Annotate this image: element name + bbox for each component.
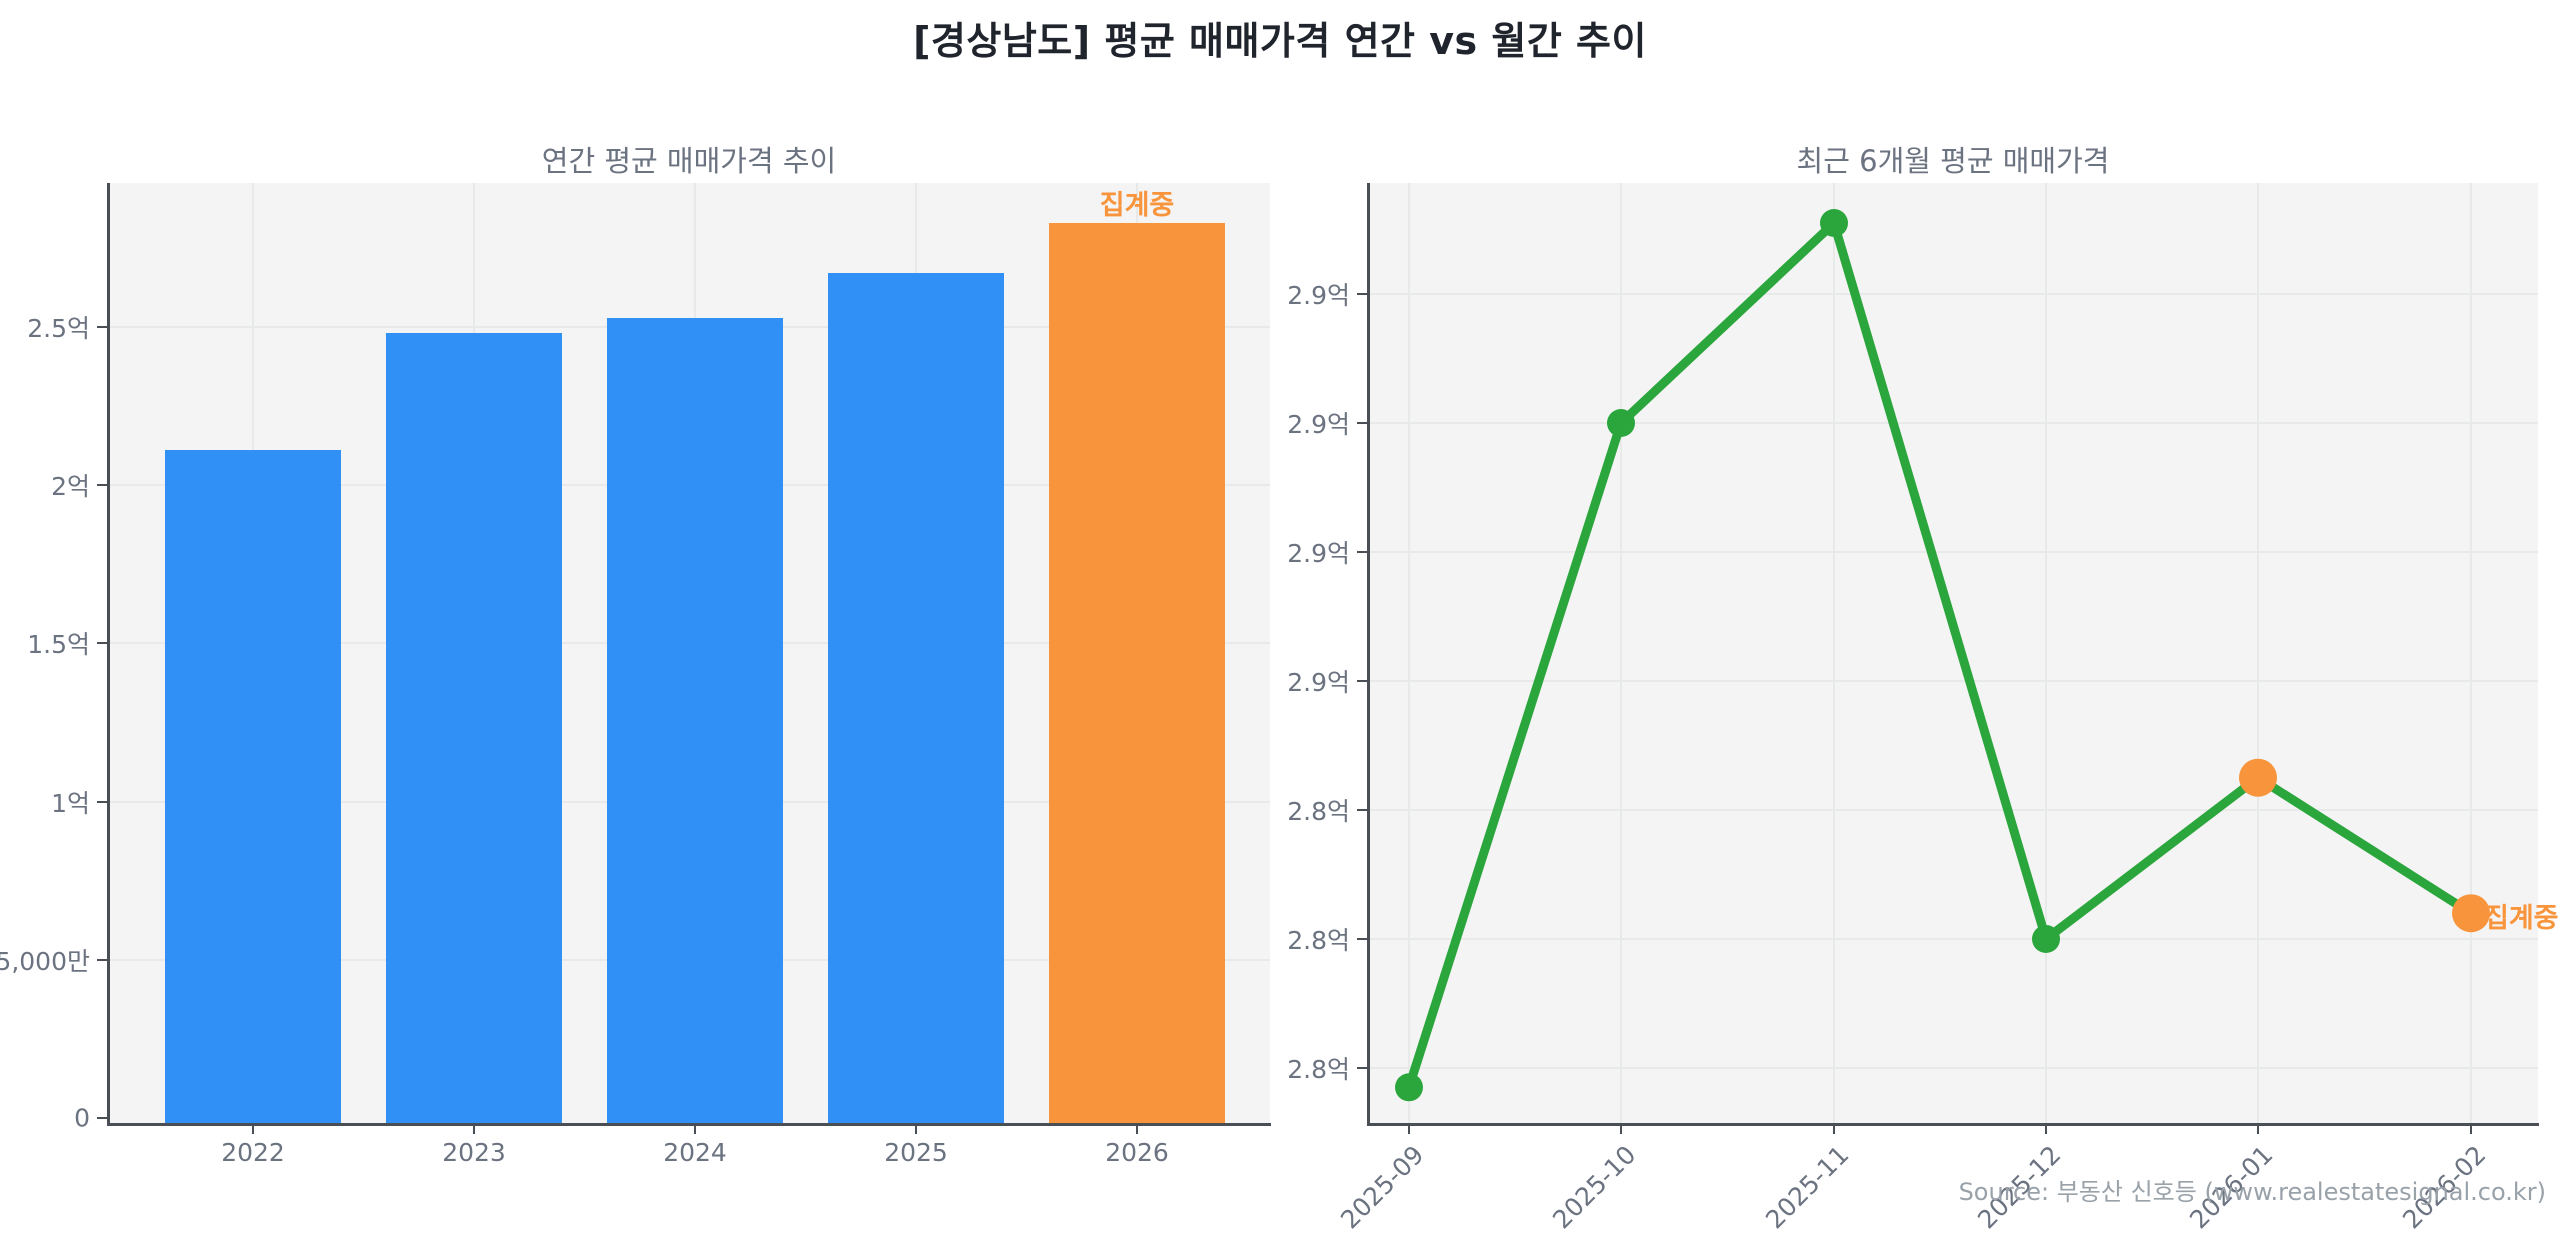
x-tick-mark: [2470, 1124, 2472, 1134]
grid-line: [1368, 680, 2538, 682]
grid-line: [1368, 293, 2538, 295]
y-axis-tick-label: 2.9억: [1287, 281, 1350, 310]
annual-bar-chart: 0 5,000만 1억 1.5억 2억 2.5억 2022 2023 2024 2025 2026 집…: [0, 183, 1271, 1167]
grid-line: [1408, 183, 1410, 1124]
grid-line: [1620, 183, 1622, 1124]
grid-line: [1368, 809, 2538, 811]
y-axis-tick-label: 2.8억: [1287, 1055, 1350, 1084]
x-tick-mark: [2257, 1124, 2259, 1134]
y-tick-mark: [1357, 1067, 1367, 1069]
data-point-2026-01: [2239, 758, 2277, 797]
x-axis-tick-label: 2023: [442, 1138, 506, 1167]
y-tick-mark: [1357, 809, 1367, 811]
y-tick-mark: [97, 958, 107, 961]
y-axis-tick-label: 2.8억: [1287, 797, 1350, 826]
grid-line: [1368, 551, 2538, 553]
y-tick-mark: [1357, 680, 1367, 682]
y-tick-mark: [97, 642, 107, 645]
monthly-line-chart: 2.9억 2.9억 2.9억 2.9억 2.8억 2.8억 2.8억 2025-09 2025-…: [1287, 183, 2559, 1234]
x-axis-spine: [107, 1123, 1271, 1126]
x-axis-tick-label: 2025: [884, 1138, 948, 1167]
grid-line: [1368, 422, 2538, 424]
grid-line: [1833, 183, 1835, 1124]
y-axis-tick-label: 2.8억: [1287, 926, 1350, 955]
x-tick-mark: [1620, 1124, 1622, 1134]
y-axis-tick-label: 2.9억: [1287, 410, 1350, 439]
grid-line: [1368, 1067, 2538, 1069]
x-axis-tick-label: 2022: [221, 1138, 285, 1167]
bar-2025: [828, 273, 1004, 1124]
grid-line: [2045, 183, 2047, 1124]
x-tick-mark: [473, 1124, 475, 1134]
x-tick-mark: [1833, 1124, 1835, 1134]
bar-2022: [165, 450, 341, 1124]
x-axis-spine: [1367, 1123, 2539, 1126]
price-line: [1404, 218, 2476, 1092]
source-note: Source: 부동산 신호등 (www.realestatesignal.co…: [1958, 1178, 2546, 1206]
y-tick-mark: [1357, 293, 1367, 295]
y-axis-spine: [1367, 183, 1370, 1124]
y-axis-tick-label: 2억: [51, 472, 90, 502]
monthly-chart-title: 최근 6개월 평균 매매가격: [1796, 144, 2110, 178]
y-tick-mark: [97, 800, 107, 803]
page-title: [경상남도] 평균 매매가격 연간 vs 월간 추이: [913, 19, 1647, 63]
bar-2024: [607, 317, 783, 1124]
y-tick-mark: [1357, 551, 1367, 553]
data-point-2025-12: [2032, 925, 2060, 953]
bar-2023: [386, 333, 562, 1124]
x-tick-mark: [1408, 1124, 1410, 1134]
y-tick-mark: [1357, 422, 1367, 424]
plot-background: [1368, 183, 2538, 1124]
bar-2026: [1049, 222, 1225, 1124]
y-axis-tick-label: 2.9억: [1287, 668, 1350, 697]
grid-line: [2257, 183, 2259, 1124]
y-axis-tick-label: 1억: [51, 788, 90, 818]
y-axis-tick-label: 2.5억: [27, 314, 90, 343]
data-point-2025-11: [1820, 209, 1848, 237]
x-axis-tick-label: 2024: [663, 1138, 727, 1167]
annual-chart-title: 연간 평균 매매가격 추이: [541, 144, 837, 178]
data-point-2025-10: [1607, 409, 1635, 437]
line-series: [1395, 209, 2490, 1102]
x-tick-mark: [694, 1124, 696, 1134]
x-axis-tick-label rot: 2025-09: [1335, 1140, 1430, 1234]
y-tick-mark: [1357, 938, 1367, 940]
aggregating-label: 집계중: [1099, 189, 1175, 221]
aggregating-label: 집계중: [2484, 903, 2559, 935]
x-axis-tick-label rot: 2025-10: [1547, 1140, 1642, 1234]
grid-line: [1368, 938, 2538, 940]
data-point-2025-09: [1395, 1073, 1423, 1102]
data-point-2026-02: [2452, 894, 2490, 933]
y-tick-mark: [97, 484, 107, 487]
x-tick-mark: [1136, 1124, 1138, 1134]
y-axis-tick-label: 5,000만: [0, 946, 90, 976]
y-axis-tick-label: 1.5억: [27, 630, 90, 660]
y-tick-mark: [97, 326, 107, 328]
y-tick-mark: [97, 1117, 107, 1119]
y-axis-tick-label: 2.9억: [1287, 539, 1350, 568]
x-tick-mark: [2045, 1124, 2047, 1134]
x-tick-mark: [915, 1124, 917, 1134]
x-tick-mark: [252, 1124, 254, 1134]
x-axis-tick-label: 2026: [1105, 1138, 1169, 1167]
x-axis-tick-label rot: 2025-11: [1760, 1140, 1855, 1234]
grid-line: [2470, 183, 2472, 1124]
y-axis-spine: [107, 183, 110, 1124]
y-axis-tick-label: 0: [74, 1103, 90, 1133]
